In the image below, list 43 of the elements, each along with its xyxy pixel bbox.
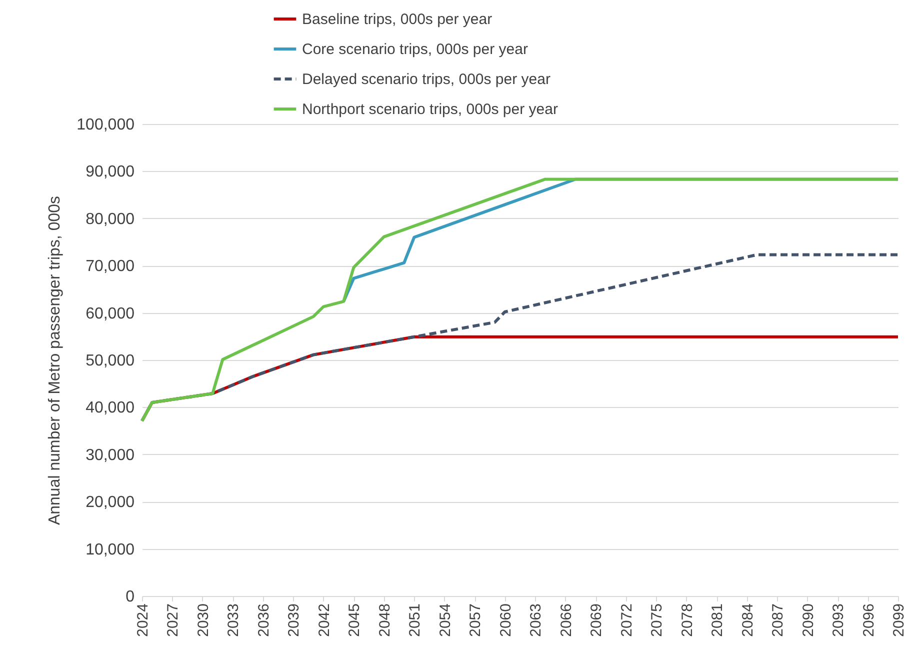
y-tick-label: 80,000 — [86, 210, 135, 228]
x-tick-label: 2075 — [648, 604, 666, 637]
x-tick-label: 2048 — [376, 604, 394, 637]
x-tick-label: 2054 — [436, 604, 454, 637]
y-tick-label: 100,000 — [76, 116, 135, 134]
y-tick-label: 10,000 — [86, 541, 135, 558]
x-tick-label: 2039 — [286, 604, 303, 637]
x-tick-label: 2033 — [225, 604, 242, 637]
legend-label: Northport scenario trips, 000s per year — [302, 101, 558, 118]
x-tick-label: 2066 — [558, 604, 575, 637]
x-tick-label: 2069 — [588, 604, 606, 637]
y-tick-label: 20,000 — [86, 494, 135, 512]
x-tick-label: 2081 — [709, 604, 726, 637]
line-series — [140, 178, 900, 422]
x-tick-label: 2072 — [618, 604, 636, 637]
x-tick-label: 2045 — [346, 604, 364, 637]
y-tick-label: 30,000 — [86, 446, 135, 464]
x-tick-label: 2096 — [860, 604, 878, 637]
x-tick-label: 2078 — [678, 604, 696, 637]
x-tick-label: 2060 — [497, 604, 514, 637]
legend-label: Baseline trips, 000s per year — [302, 11, 492, 28]
x-tick-label: 2042 — [316, 604, 333, 637]
x-tick-label: 2084 — [739, 604, 756, 637]
x-tick-label: 2099 — [890, 604, 908, 637]
x-tick-label: 2024 — [134, 604, 152, 637]
y-axis-title: Annual number of Metro passenger trips, 000s — [46, 196, 64, 526]
x-tick-label: 2093 — [830, 604, 848, 637]
legend-label: Core scenario trips, 000s per year — [302, 41, 528, 58]
y-tick-label: 0 — [126, 588, 135, 606]
y-tick-label: 50,000 — [86, 352, 135, 370]
x-tick-label: 2051 — [406, 604, 424, 637]
x-tick-label: 2057 — [467, 604, 484, 637]
legend-label: Delayed scenario trips, 000s per year — [302, 71, 550, 88]
y-tick-label: 60,000 — [86, 305, 135, 322]
x-tick-label: 2087 — [770, 604, 787, 637]
y-tick-label: 40,000 — [86, 400, 135, 417]
x-tick-label: 2063 — [528, 604, 545, 637]
x-tick-label: 2090 — [800, 604, 817, 637]
x-tick-label: 2036 — [255, 604, 272, 637]
x-tick-label: 2030 — [194, 604, 212, 637]
y-tick-label: 70,000 — [86, 258, 135, 276]
x-tick-label: 2027 — [164, 604, 182, 637]
y-tick-label: 90,000 — [86, 164, 135, 181]
